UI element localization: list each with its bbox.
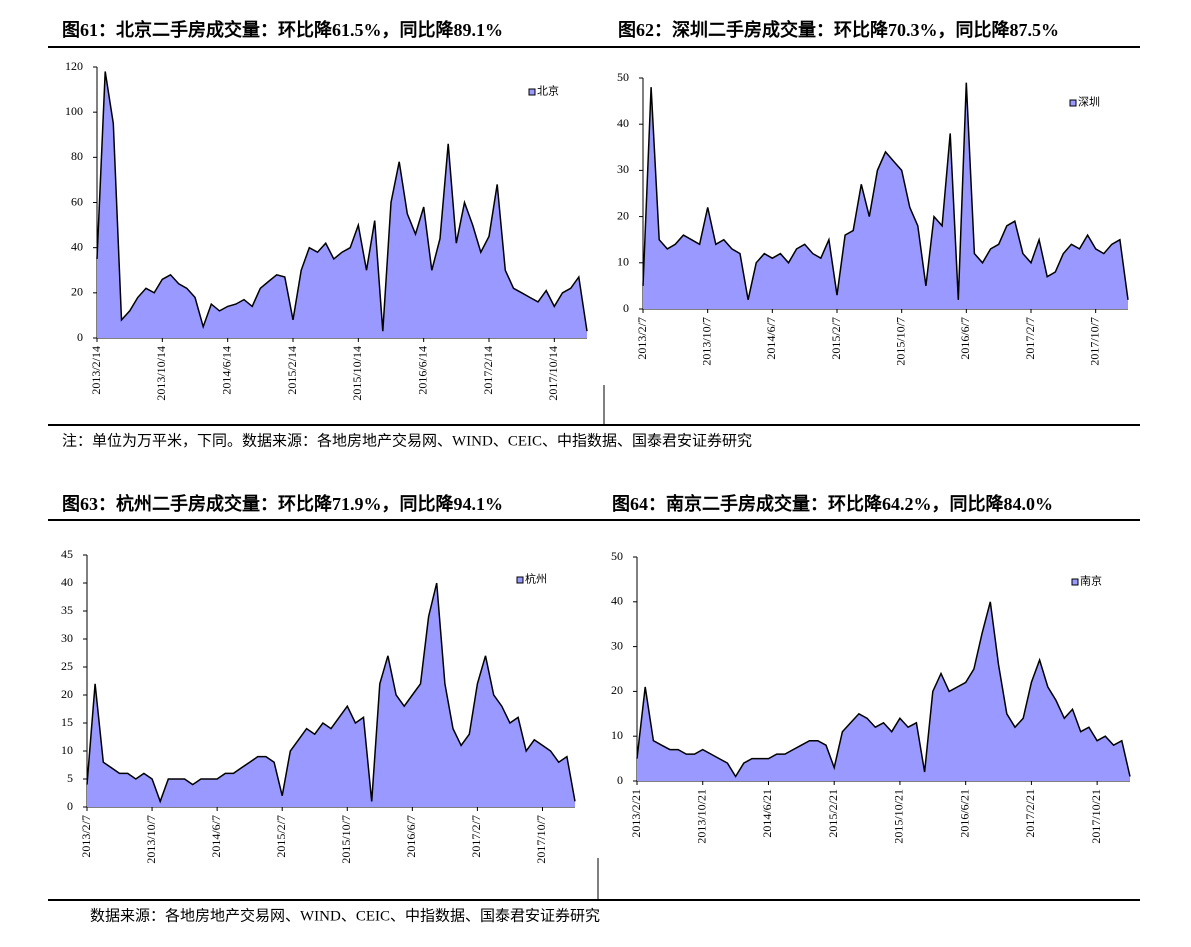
area-fill xyxy=(637,601,1130,781)
y-tick-label: 120 xyxy=(65,59,83,73)
x-tick-label: 2017/10/14 xyxy=(546,346,560,401)
source-note: 注：单位为万平米，下同。数据来源：各地房地产交易网、WIND、CEIC、中指数据… xyxy=(62,431,752,449)
y-tick-label: 40 xyxy=(611,594,623,608)
x-tick-label: 2013/10/7 xyxy=(699,317,713,366)
x-tick-label: 2016/6/7 xyxy=(404,815,418,858)
legend-swatch xyxy=(1069,99,1077,107)
figure-title: 图63：杭州二手房成交量：环比降71.9%，同比降94.1% xyxy=(62,493,503,514)
y-tick-label: 30 xyxy=(61,631,73,645)
y-tick-label: 25 xyxy=(61,659,73,673)
y-tick-label: 30 xyxy=(617,162,629,176)
y-tick-label: 20 xyxy=(61,687,73,701)
x-tick-label: 2013/2/21 xyxy=(629,789,643,838)
legend-label: 杭州 xyxy=(525,572,547,586)
y-tick-label: 35 xyxy=(61,603,73,617)
x-tick-label: 2015/10/14 xyxy=(350,346,364,401)
x-tick-label: 2015/2/7 xyxy=(274,815,288,858)
y-tick-label: 10 xyxy=(611,728,623,742)
x-tick-label: 2017/2/14 xyxy=(481,346,495,395)
y-tick-label: 5 xyxy=(67,771,73,785)
y-tick-label: 10 xyxy=(617,255,629,269)
x-tick-label: 2016/6/7 xyxy=(958,317,972,360)
area-line xyxy=(636,601,1131,778)
x-tick-label: 2016/6/21 xyxy=(957,789,971,838)
y-tick-label: 0 xyxy=(623,301,629,315)
x-tick-label: 2013/2/7 xyxy=(79,815,93,858)
y-tick-label: 40 xyxy=(617,116,629,130)
y-tick-label: 60 xyxy=(71,194,83,208)
y-tick-label: 30 xyxy=(611,638,623,652)
x-tick-label: 2015/2/14 xyxy=(285,346,299,395)
source-note: 数据来源：各地房地产交易网、WIND、CEIC、中指数据、国泰君安证券研究 xyxy=(90,906,600,924)
y-tick-label: 20 xyxy=(71,285,83,299)
x-tick-label: 2016/6/14 xyxy=(415,346,429,395)
legend-swatch xyxy=(528,88,536,96)
legend-label: 北京 xyxy=(537,84,559,98)
y-tick-label: 80 xyxy=(71,149,83,163)
x-tick-label: 2014/6/21 xyxy=(760,789,774,838)
x-tick-label: 2014/6/7 xyxy=(764,317,778,360)
y-tick-label: 10 xyxy=(61,743,73,757)
x-tick-label: 2014/6/14 xyxy=(219,346,233,395)
x-tick-label: 2013/2/7 xyxy=(635,317,649,360)
y-tick-label: 40 xyxy=(71,239,83,253)
x-tick-label: 2015/2/21 xyxy=(826,789,840,838)
y-tick-label: 20 xyxy=(617,208,629,222)
figure-title: 图62：深圳二手房成交量：环比降70.3%，同比降87.5% xyxy=(618,19,1059,40)
legend-label: 南京 xyxy=(1080,574,1102,588)
area-line xyxy=(86,582,576,804)
figure-title: 图61：北京二手房成交量：环比降61.5%，同比降89.1% xyxy=(62,19,503,40)
area-fill xyxy=(643,82,1128,309)
y-tick-label: 0 xyxy=(67,799,73,813)
x-tick-label: 2017/10/7 xyxy=(534,815,548,864)
x-tick-label: 2015/10/7 xyxy=(339,815,353,864)
x-tick-label: 2015/2/7 xyxy=(829,317,843,360)
y-tick-label: 50 xyxy=(611,549,623,563)
x-tick-label: 2013/10/7 xyxy=(144,815,158,864)
y-tick-label: 40 xyxy=(61,575,73,589)
x-tick-label: 2017/2/7 xyxy=(1023,317,1037,360)
x-tick-label: 2014/6/7 xyxy=(209,815,223,858)
figure-title: 图64：南京二手房成交量：环比降64.2%，同比降84.0% xyxy=(612,493,1053,514)
area-fill xyxy=(97,71,587,338)
x-tick-label: 2013/10/14 xyxy=(154,346,168,401)
area-fill xyxy=(87,583,575,807)
x-tick-label: 2015/10/7 xyxy=(893,317,907,366)
legend-label: 深圳 xyxy=(1078,96,1100,109)
y-tick-label: 0 xyxy=(617,773,623,787)
x-tick-label: 2013/10/21 xyxy=(694,789,708,844)
y-tick-label: 100 xyxy=(65,104,83,118)
area-line xyxy=(96,71,588,332)
x-tick-label: 2017/10/7 xyxy=(1087,317,1101,366)
x-tick-label: 2015/10/21 xyxy=(892,789,906,844)
y-tick-label: 20 xyxy=(611,683,623,697)
area-line xyxy=(642,82,1129,300)
legend-swatch xyxy=(1071,578,1079,586)
y-tick-label: 50 xyxy=(617,70,629,84)
y-tick-label: 0 xyxy=(77,330,83,344)
x-tick-label: 2017/10/21 xyxy=(1089,789,1103,844)
x-tick-label: 2013/2/14 xyxy=(89,346,103,395)
x-tick-label: 2017/2/7 xyxy=(469,815,483,858)
legend-swatch xyxy=(516,576,524,584)
x-tick-label: 2017/2/21 xyxy=(1023,789,1037,838)
y-tick-label: 45 xyxy=(61,547,73,561)
y-tick-label: 15 xyxy=(61,715,73,729)
